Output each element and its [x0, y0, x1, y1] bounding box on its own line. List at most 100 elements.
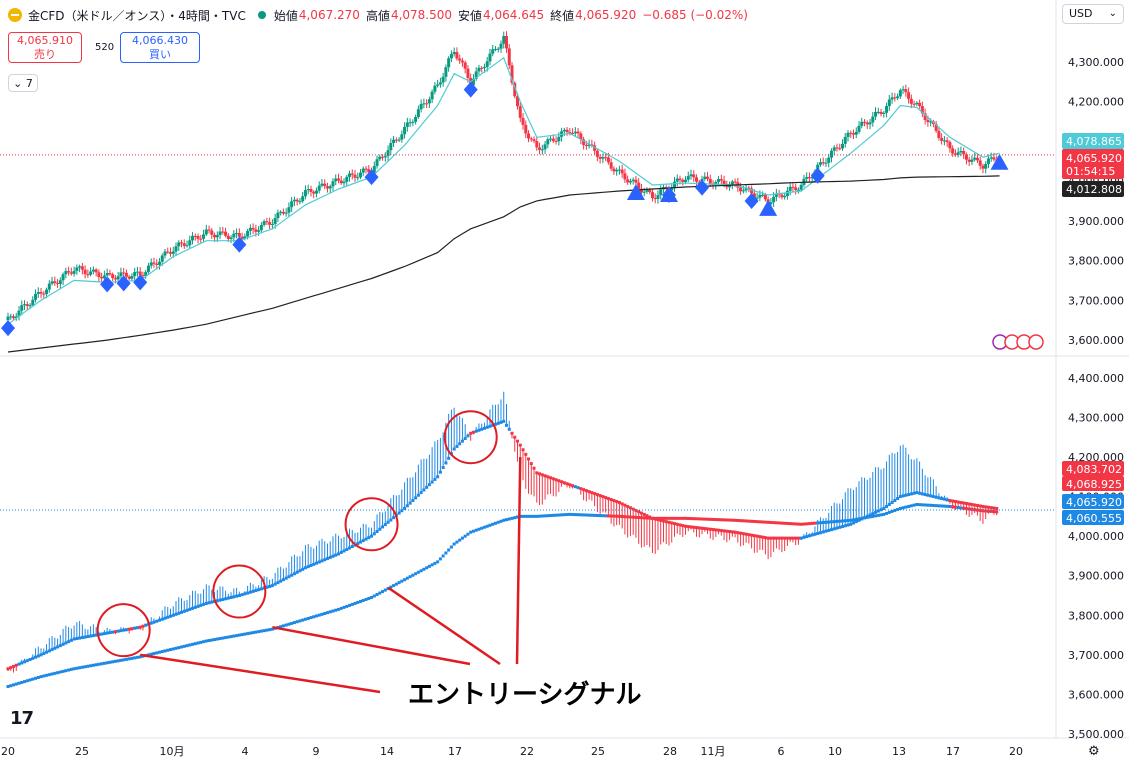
slow-ma-dot [449, 545, 453, 549]
candle-body [416, 109, 420, 117]
slow-ma-dot [692, 517, 696, 521]
fast-ma-dot [290, 573, 294, 577]
buy-triangle-marker [659, 185, 678, 202]
candle-body [392, 139, 396, 144]
fast-ma-dot [430, 480, 434, 484]
slow-ma-dot [34, 676, 38, 680]
candle-body [295, 199, 299, 202]
sell-button[interactable]: 4,065.910 売り [8, 32, 82, 63]
candle-body [854, 131, 858, 135]
candle-body [984, 163, 988, 169]
fast-ma-dot [719, 529, 723, 533]
x-tick-label: 14 [380, 745, 394, 758]
slow-ma-dot [185, 644, 189, 648]
slow-ma-dot [215, 637, 219, 641]
slow-ma-dot [516, 515, 520, 519]
candle-body [47, 283, 51, 290]
fast-ma-dot [816, 532, 820, 536]
candle-body [810, 177, 814, 179]
slow-ma-dot [739, 519, 743, 523]
slow-ma-dot [119, 658, 123, 662]
slow-ma-dot [684, 516, 688, 520]
slow-ma-dot [584, 513, 588, 517]
candle-body [852, 133, 856, 135]
slow-ma-dot [356, 600, 360, 604]
fast-ma-dot [576, 486, 580, 490]
x-tick-label: 13 [892, 745, 906, 758]
fast-ma-dot [843, 524, 847, 528]
candle-body [898, 90, 902, 97]
buy-button[interactable]: 4,066.430 買い [120, 32, 200, 63]
candle-body [400, 134, 404, 140]
slow-ma-dot [750, 519, 754, 523]
candle-body [967, 159, 971, 162]
fast-ma-dot [549, 476, 553, 480]
slow-ma-dot [89, 664, 93, 668]
fast-ma-dot [328, 555, 332, 559]
fast-ma-dot [113, 630, 117, 634]
fast-ma-dot [91, 634, 95, 638]
candle-body [835, 147, 839, 149]
candle-body [518, 106, 522, 118]
fast-ma-dot [135, 626, 139, 630]
candle-body [868, 122, 872, 125]
fast-ma-dot [254, 589, 258, 593]
fast-ma-dot [510, 431, 514, 435]
fast-ma-dot [419, 491, 423, 495]
buy-triangle-marker [626, 183, 645, 200]
fast-ma-dot [182, 609, 186, 613]
slow-ma-dot [989, 509, 993, 513]
fast-ma-dot [218, 598, 222, 602]
symbol-title[interactable]: 金CFD（米ドル／オンス）・4時間・TVC [28, 8, 246, 23]
candle-body [348, 173, 352, 177]
slow-ma-dot [538, 514, 542, 518]
slow-ma-dot [168, 648, 172, 652]
candle-body [45, 289, 49, 294]
x-tick-label: 10 [828, 745, 842, 758]
candle-body [42, 293, 46, 295]
candle-body [39, 292, 43, 294]
candle-body [697, 181, 701, 183]
fast-ma-dot [695, 526, 699, 530]
y-tick-label: 3,600.000 [1068, 334, 1124, 347]
annotation-pointer [140, 653, 381, 694]
close-value: 4,065.920 [575, 8, 637, 22]
candle-body [590, 144, 594, 146]
slow-ma-dot [336, 607, 340, 611]
fast-ma-dot [639, 511, 643, 515]
candle-body [604, 157, 608, 159]
candle-body [516, 96, 520, 107]
slow-ma-dot [843, 519, 847, 523]
fast-ma-dot [761, 535, 765, 539]
fast-ma-dot [750, 533, 754, 537]
fast-ma-dot [496, 421, 500, 425]
indicator-collapse-toggle[interactable]: ⌄ 7 [8, 74, 38, 92]
slow-ma-dot [6, 685, 10, 689]
candle-body [521, 117, 525, 125]
fast-ma-dot [287, 575, 291, 579]
slow-ma-dot [80, 665, 84, 669]
fast-ma-dot [323, 558, 327, 562]
fast-ma-dot [813, 532, 817, 536]
fast-ma-dot [199, 603, 203, 607]
slow-ma-dot [477, 527, 481, 531]
gear-icon[interactable]: ⚙ [1088, 744, 1100, 759]
candle-body [860, 121, 864, 126]
fast-ma-dot [202, 602, 206, 606]
candle-body [672, 181, 676, 188]
slow-ma-dot [634, 515, 638, 519]
candle-body [188, 240, 192, 246]
candle-body [546, 139, 550, 145]
fast-ma-dot [72, 637, 76, 641]
slow-ma-dot [367, 596, 371, 600]
slow-ma-dot [152, 652, 156, 656]
fast-ma-dot [758, 535, 762, 539]
candle-body [394, 139, 398, 141]
fast-ma-dot [36, 654, 40, 658]
slow-ma-dot [193, 642, 197, 646]
fast-ma-dot [75, 637, 79, 641]
fast-ma-dot [824, 529, 828, 533]
fast-ma-dot [785, 536, 789, 540]
currency-select[interactable]: USD ⌄ [1062, 4, 1124, 24]
candle-body [463, 62, 467, 69]
